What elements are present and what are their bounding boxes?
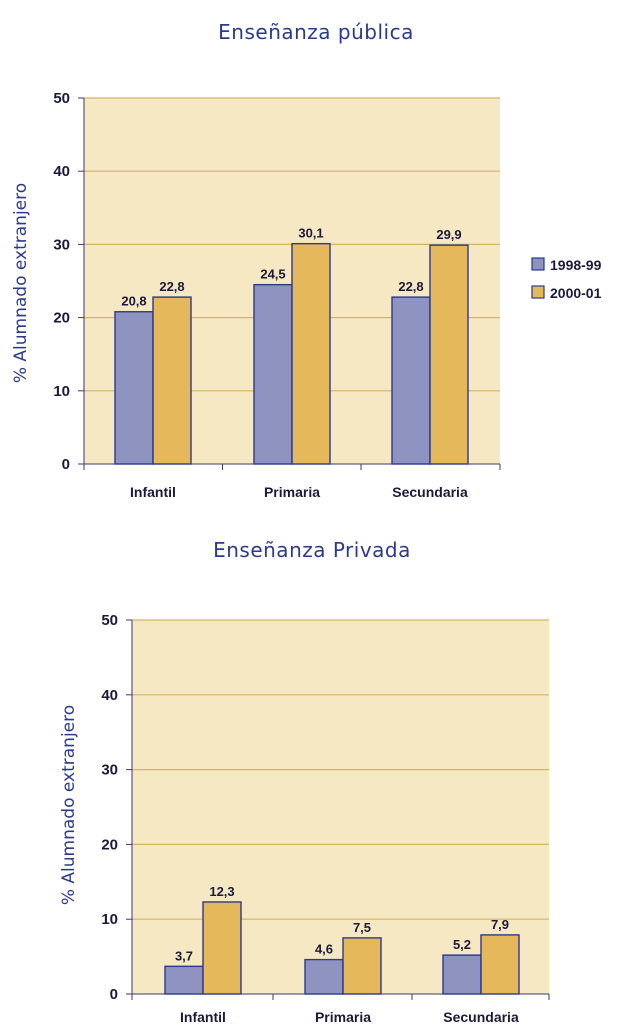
data-label: 22,8 xyxy=(398,279,423,294)
data-label: 5,2 xyxy=(453,937,471,952)
bar-1998-99-primaria xyxy=(253,283,293,465)
bar-1998-99-secundaria xyxy=(391,296,431,465)
plot-area: 0 10 20 30 40 50 3,7 12,3 Infantil 4,6 7,5 Primaria… xyxy=(101,612,550,1025)
data-label: 24,5 xyxy=(260,267,285,282)
legend: 1998-99 2000-01 xyxy=(531,257,602,301)
y-axis-label: % Alumnado extranjero xyxy=(59,705,79,905)
data-label: 7,5 xyxy=(353,920,371,935)
plot-background xyxy=(132,620,549,994)
data-label: 3,7 xyxy=(175,948,193,963)
y-tick-label: 10 xyxy=(53,383,70,400)
bar-2000-01-primaria xyxy=(342,937,382,995)
bar-1998-99-infantil xyxy=(114,311,154,465)
y-tick-label: 0 xyxy=(110,986,118,1003)
x-category-label: Infantil xyxy=(130,484,176,500)
x-category-label: Primaria xyxy=(264,484,320,500)
legend-label-2000-01: 2000-01 xyxy=(550,285,602,301)
bar-2000-01-secundaria xyxy=(429,244,469,465)
data-label: 12,3 xyxy=(209,884,234,899)
plot-area: 0 10 20 30 40 50 20,8 22,8 Infantil 24,5 30,1 Prima… xyxy=(53,90,501,500)
y-tick-label: 30 xyxy=(53,236,70,253)
chart-title: Enseñanza pública xyxy=(218,20,414,44)
bar-2000-01-infantil xyxy=(202,901,242,995)
x-category-label: Secundaria xyxy=(443,1009,519,1025)
bar-2000-01-primaria xyxy=(291,242,331,465)
chart-ensenanza-publica: Enseñanza pública % Alumnado extranjero … xyxy=(11,20,501,500)
y-tick-label: 20 xyxy=(53,310,70,327)
bar-1998-99-primaria xyxy=(304,958,344,995)
data-label: 20,8 xyxy=(121,294,146,309)
data-label: 4,6 xyxy=(315,942,333,957)
data-label: 7,9 xyxy=(491,917,509,932)
data-label: 22,8 xyxy=(159,279,184,294)
y-tick-label: 40 xyxy=(53,163,70,180)
bar-1998-99-secundaria xyxy=(442,954,482,995)
chart-title: Enseñanza Privada xyxy=(213,538,411,562)
legend-swatch-2000-01 xyxy=(531,285,545,299)
chart-ensenanza-privada: Enseñanza Privada % Alumnado extranjero … xyxy=(59,538,550,1025)
x-category-label: Infantil xyxy=(180,1009,226,1025)
bar-2000-01-secundaria xyxy=(480,934,520,995)
y-tick-label: 20 xyxy=(101,836,118,853)
y-tick-label: 30 xyxy=(101,762,118,779)
y-tick-label: 50 xyxy=(53,90,70,107)
bar-1998-99-infantil xyxy=(164,965,204,995)
x-category-label: Secundaria xyxy=(392,484,468,500)
bar-2000-01-infantil xyxy=(152,296,192,465)
y-axis-label: % Alumnado extranjero xyxy=(11,183,31,383)
y-tick-label: 0 xyxy=(62,456,70,473)
y-tick-label: 50 xyxy=(101,612,118,629)
legend-label-1998-99: 1998-99 xyxy=(550,257,602,273)
data-label: 29,9 xyxy=(436,227,461,242)
legend-swatch-1998-99 xyxy=(531,257,545,271)
y-tick-label: 10 xyxy=(101,911,118,928)
y-tick-label: 40 xyxy=(101,687,118,704)
x-category-label: Primaria xyxy=(315,1009,371,1025)
data-label: 30,1 xyxy=(298,226,323,241)
